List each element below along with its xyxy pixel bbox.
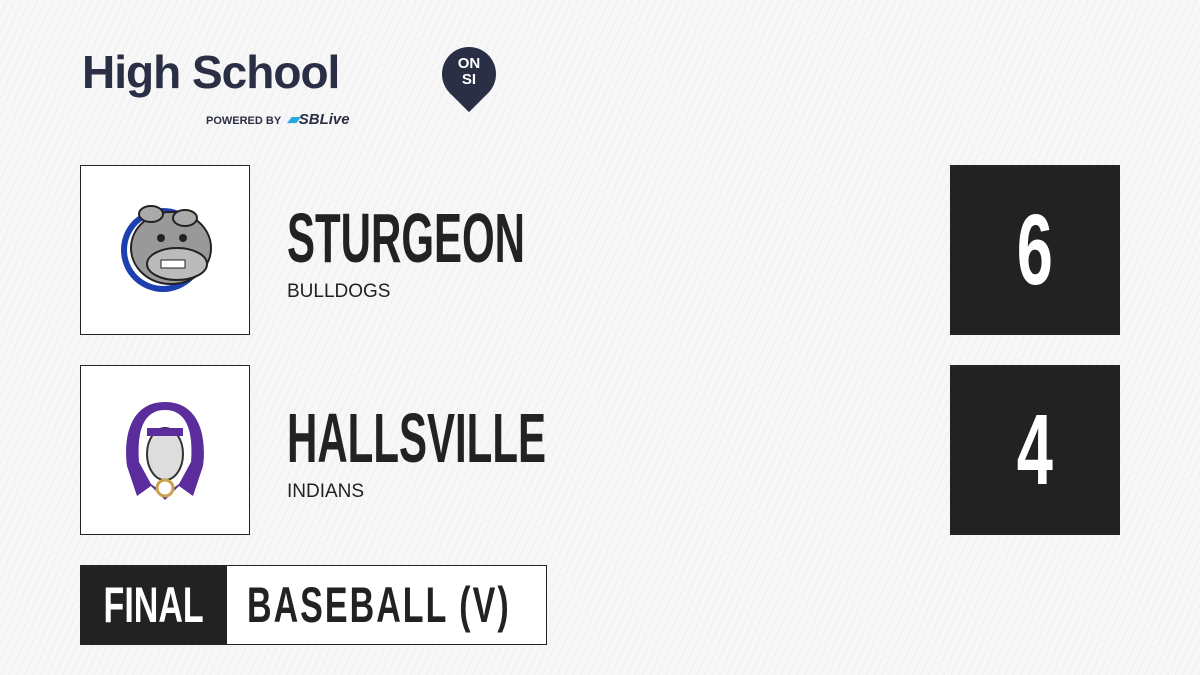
brand-logo: High School ON SI POWERED BY ▰SBLive: [82, 35, 508, 128]
indian-head-logo-icon: [126, 402, 204, 500]
team-score: 6: [950, 165, 1120, 335]
team-logo-hallsville: [80, 365, 250, 535]
powered-by: POWERED BY ▰SBLive: [206, 111, 350, 128]
team-name: HALLSVILLE: [287, 399, 546, 477]
on-si-badge: ON SI: [457, 55, 481, 88]
final-badge: FINAL: [81, 566, 227, 644]
team-mascot: BULLDOGS: [287, 281, 391, 302]
team-score: 4: [950, 365, 1120, 535]
team-mascot: INDIANS: [287, 481, 365, 502]
team-logo-sturgeon: [80, 165, 250, 335]
sport-label: BASEBALL (V): [247, 577, 511, 633]
team-name: STURGEON: [287, 199, 526, 277]
game-status-bar: FINAL BASEBALL (V): [80, 565, 547, 645]
sblive-icon: ▰: [287, 111, 299, 128]
bulldog-logo-icon: [121, 205, 212, 292]
brand-title: High School: [82, 46, 340, 98]
